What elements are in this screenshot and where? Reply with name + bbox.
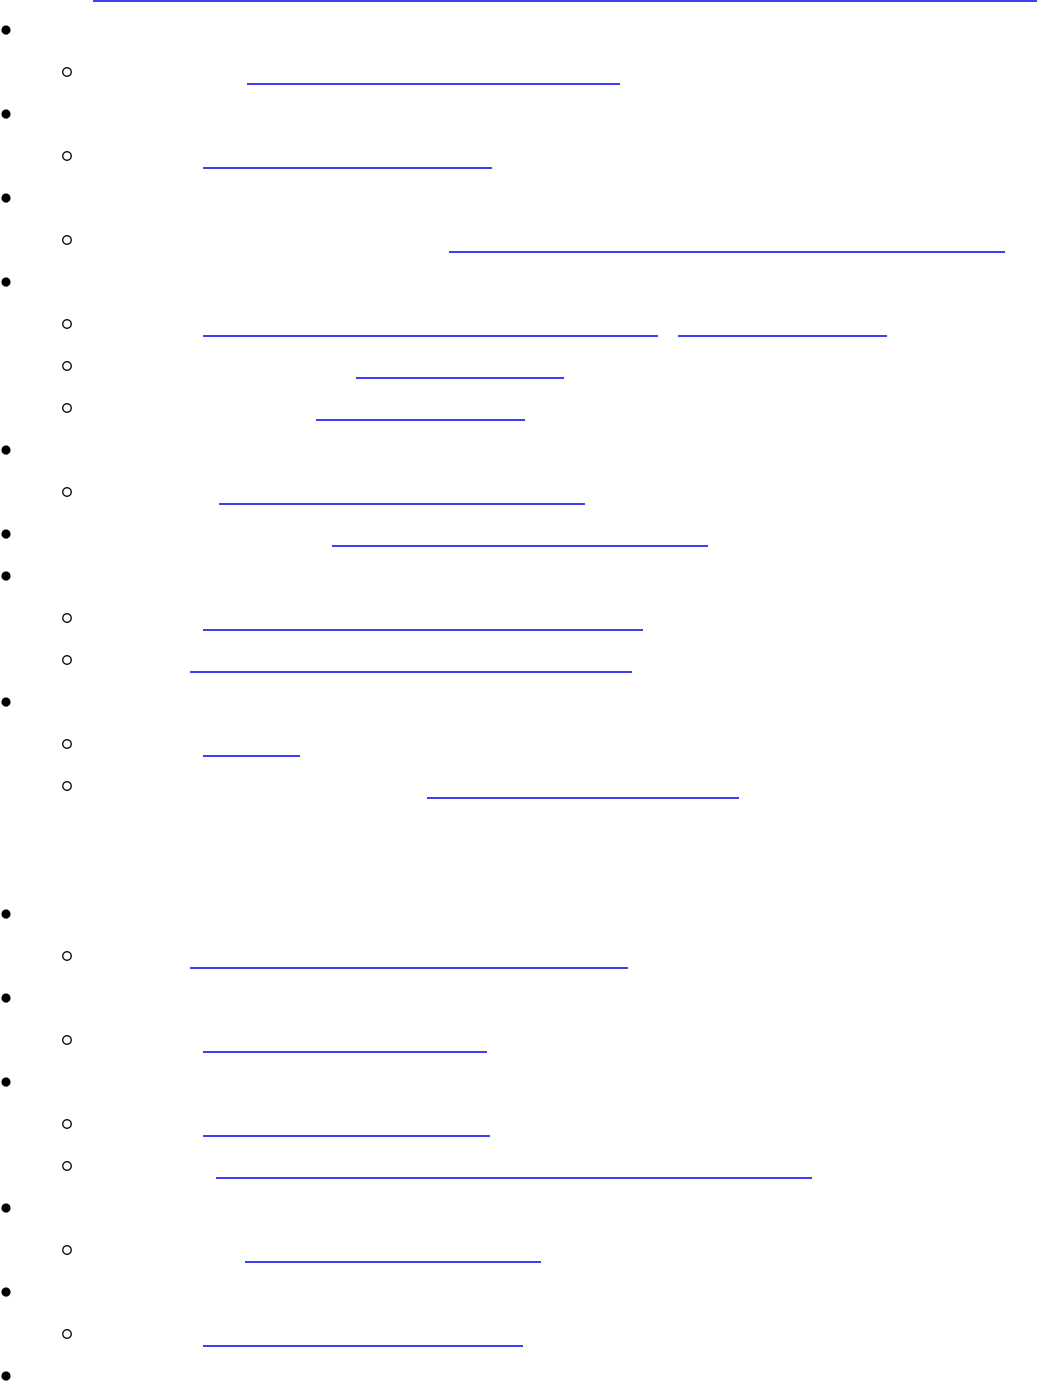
sub-bullet <box>62 655 72 665</box>
bullet <box>1 193 11 203</box>
sub-bullet <box>62 613 72 623</box>
sub-bullet <box>62 1035 72 1045</box>
bullet <box>1 1203 11 1213</box>
bullet <box>1 1371 11 1381</box>
sub-bullet <box>62 1245 72 1255</box>
sub-bullet <box>62 235 72 245</box>
bullet <box>1 697 11 707</box>
sub-bullet <box>62 1161 72 1171</box>
sub-bullet <box>62 739 72 749</box>
bullet <box>1 993 11 1003</box>
bullet <box>1 1287 11 1297</box>
sub-bullet <box>62 67 72 77</box>
sub-bullet <box>62 151 72 161</box>
bullet <box>1 571 11 581</box>
bullet <box>1 529 11 539</box>
bullet <box>1 909 11 919</box>
bullet <box>1 109 11 119</box>
sub-bullet <box>62 781 72 791</box>
sub-bullet <box>62 361 72 371</box>
bullet <box>1 277 11 287</box>
sub-bullet <box>62 319 72 329</box>
bullet <box>1 445 11 455</box>
sub-bullet <box>62 1329 72 1339</box>
sub-bullet <box>62 1119 72 1129</box>
bullet <box>1 1077 11 1087</box>
sub-bullet <box>62 403 72 413</box>
bullet <box>1 25 11 35</box>
sub-bullet <box>62 487 72 497</box>
sub-bullet <box>62 951 72 961</box>
